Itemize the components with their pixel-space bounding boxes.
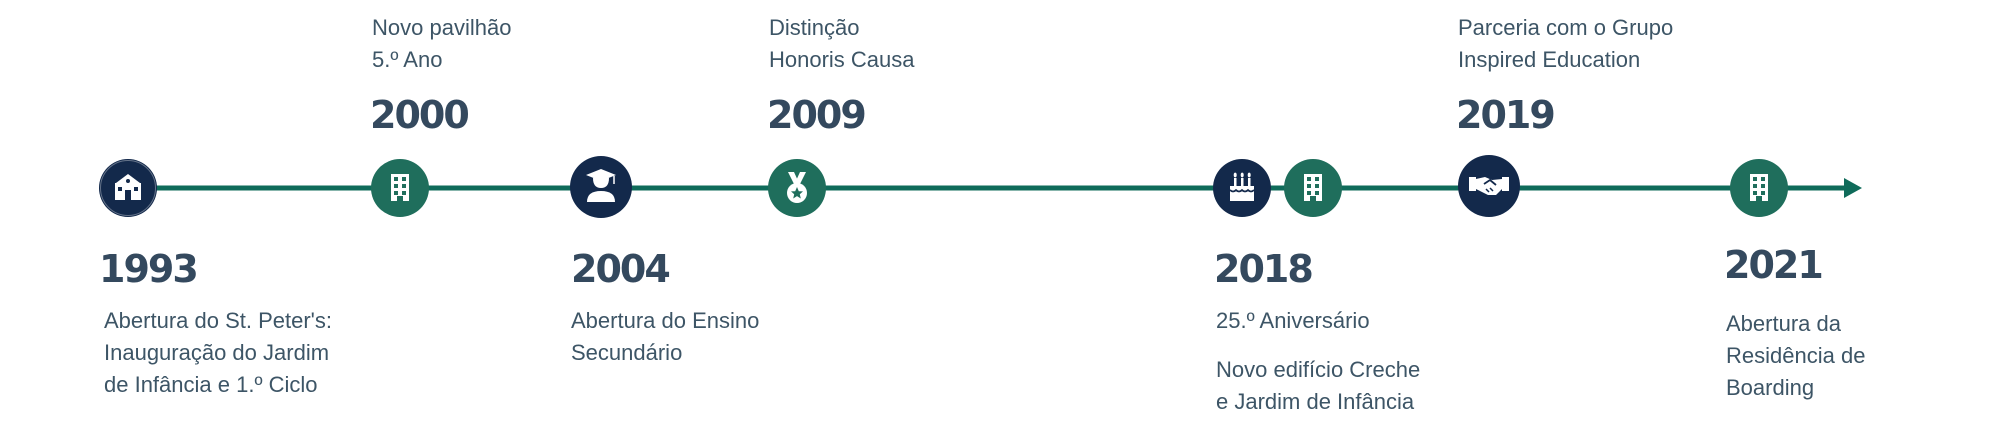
milestone-2018-line: 25.º Aniversário: [1216, 308, 1370, 333]
milestone-1993-year: 1993: [99, 247, 199, 291]
milestone-2009-year: 2009: [767, 93, 867, 137]
milestone-1993-description: Abertura do St. Peter's: Inauguração do …: [104, 305, 332, 401]
milestone-1993-node: [99, 159, 157, 217]
milestone-2019-node: [1458, 155, 1520, 217]
milestone-2000-line: Novo pavilhão: [372, 15, 512, 40]
milestone-2009-description: Distinção Honoris Causa: [769, 12, 915, 76]
building-icon: [371, 159, 429, 217]
milestone-1993-line: Inauguração do Jardim: [104, 340, 330, 365]
birthday-cake-icon: [1213, 159, 1271, 217]
milestone-2009-line: Honoris Causa: [769, 47, 915, 72]
milestone-2009-line: Distinção: [769, 15, 860, 40]
milestone-2004-description: Abertura do Ensino Secundário: [571, 305, 759, 369]
milestone-2018-node: [1213, 159, 1271, 217]
milestone-2021-line: Residência de: [1726, 343, 1866, 368]
milestone-2004-line: Abertura do Ensino: [571, 308, 760, 333]
milestone-1993-line: Abertura do St. Peter's:: [104, 308, 332, 333]
milestone-2004-year: 2004: [571, 247, 671, 291]
school-building-icon: [99, 159, 157, 217]
milestone-2021-line: Abertura da: [1726, 311, 1841, 336]
building-icon: [1284, 159, 1342, 217]
milestone-2019-line: Parceria com o Grupo: [1458, 15, 1674, 40]
milestone-2009-node: [768, 159, 826, 217]
milestone-2004-line: Secundário: [571, 340, 683, 365]
milestone-2004-node: [570, 156, 632, 218]
milestone-2021-year: 2021: [1724, 243, 1824, 287]
milestone-2021-line: Boarding: [1726, 375, 1815, 400]
milestone-2000-node: [371, 159, 429, 217]
milestone-2000-line: 5.º Ano: [372, 47, 443, 72]
milestone-2000-description: Novo pavilhão 5.º Ano: [372, 12, 511, 76]
milestone-2019-line: Inspired Education: [1458, 47, 1641, 72]
milestone-2018-second-node: [1284, 159, 1342, 217]
medal-icon: [768, 159, 826, 217]
timeline-arrowhead: [1844, 178, 1862, 198]
graduate-icon: [570, 156, 632, 218]
milestone-2019-description: Parceria com o Grupo Inspired Education: [1458, 12, 1673, 76]
handshake-icon: [1458, 155, 1520, 217]
milestone-2021-description: Abertura da Residência de Boarding: [1726, 308, 1865, 404]
milestone-1993-line: de Infância e 1.º Ciclo: [104, 372, 318, 397]
milestone-2019-year: 2019: [1456, 93, 1556, 137]
milestone-2018-second-line: Novo edifício Creche: [1216, 357, 1421, 382]
milestone-2018-second-line: e Jardim de Infância: [1216, 389, 1415, 414]
milestone-2018-year: 2018: [1214, 247, 1314, 291]
building-icon: [1730, 159, 1788, 217]
milestone-2018-second-description: Novo edifício Creche e Jardim de Infânci…: [1216, 354, 1420, 418]
milestone-2018-description: 25.º Aniversário: [1216, 305, 1370, 337]
milestone-2000-year: 2000: [370, 93, 470, 137]
milestone-2021-node: [1730, 159, 1788, 217]
